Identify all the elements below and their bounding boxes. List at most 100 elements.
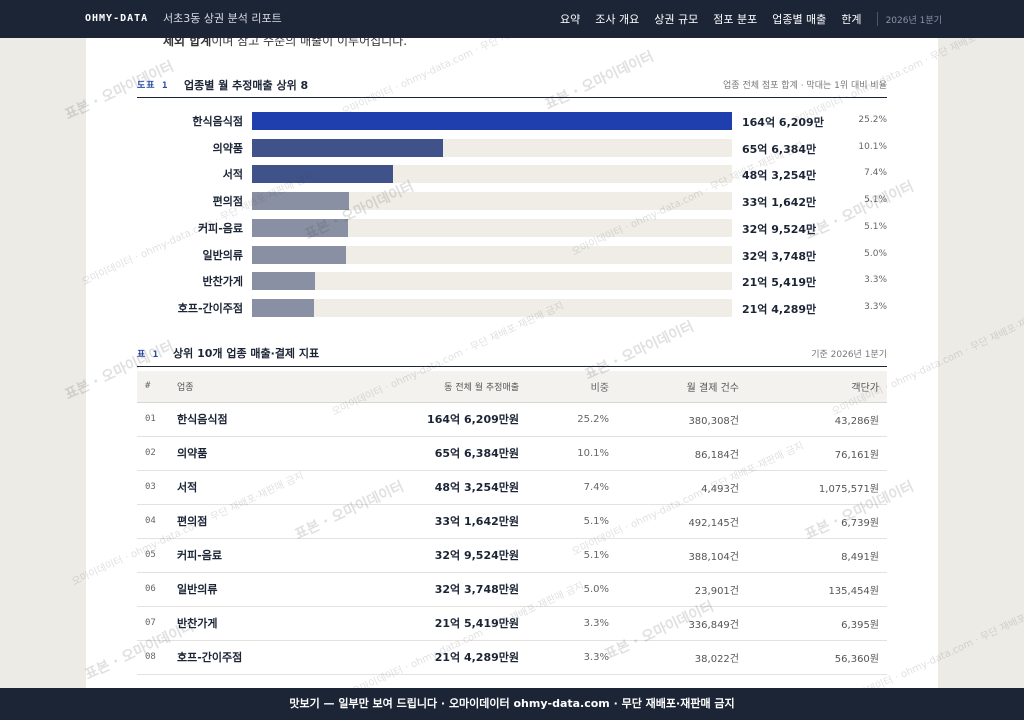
cell-rank: 04 bbox=[137, 504, 169, 539]
bar-share-label: 5.1% bbox=[864, 221, 887, 232]
bar-category-label: 반찬가게 bbox=[202, 275, 243, 289]
bar-share-label: 5.1% bbox=[864, 195, 887, 206]
cell-avg-ticket: 43,286원 bbox=[747, 402, 887, 437]
figure-header: 도표 1 업종별 월 추정매출 상위 8 업종 전체 점포 합계 · 막대는 1… bbox=[137, 78, 887, 98]
report-title: 서초3동 상권 분석 리포트 bbox=[163, 12, 282, 25]
col-share: 비중 bbox=[527, 371, 617, 403]
bar-track bbox=[252, 165, 732, 184]
nav-sales-by-industry[interactable]: 업종별 매출 bbox=[772, 13, 827, 26]
bar-share-label: 3.3% bbox=[864, 301, 887, 312]
bar-category-label: 편의점 bbox=[212, 195, 243, 209]
bar-value-label: 32억 9,524만 bbox=[742, 222, 817, 236]
cell-payment-count: 86,184건 bbox=[617, 436, 747, 471]
col-avg-ticket: 객단가 bbox=[747, 371, 887, 403]
report-page: 제외 합계이며 참고 수준의 매출이 이루어집니다. 도표 1 업종별 월 추정… bbox=[86, 38, 938, 690]
bar bbox=[252, 165, 393, 184]
bar-category-label: 서적 bbox=[222, 168, 243, 182]
table-row: 07 반찬가게 21억 5,419만원 3.3% 336,849건 6,395원 bbox=[137, 606, 887, 641]
bar-category-label: 의약품 bbox=[212, 141, 243, 155]
cell-industry: 호프-간이주점 bbox=[169, 640, 329, 675]
bar bbox=[252, 112, 732, 130]
table-note: 기준 2026년 1분기 bbox=[811, 350, 887, 360]
cell-share: 25.2% bbox=[527, 402, 617, 437]
bar-value-label: 65억 6,384만 bbox=[742, 142, 817, 156]
bar-track bbox=[252, 192, 732, 211]
cell-payment-count: 336,849건 bbox=[617, 606, 747, 641]
bar-value-label: 32억 3,748만 bbox=[742, 249, 817, 263]
bar-share-label: 5.0% bbox=[864, 248, 887, 259]
bar-track bbox=[252, 245, 732, 264]
intro-text: 제외 합계이며 참고 수준의 매출이 이루어집니다. bbox=[163, 38, 407, 49]
nav-divider bbox=[876, 12, 878, 26]
col-rank: # bbox=[137, 371, 169, 403]
bar-row: 편의점 33억 1,642만 5.1% bbox=[86, 191, 938, 211]
nav-survey-overview[interactable]: 조사 개요 bbox=[595, 13, 640, 26]
cell-avg-ticket: 6,395원 bbox=[747, 606, 887, 641]
cell-rank: 08 bbox=[137, 640, 169, 675]
figure-note: 업종 전체 점포 합계 · 막대는 1위 대비 비율 bbox=[723, 81, 887, 91]
cell-payment-count: 388,104건 bbox=[617, 538, 747, 573]
bar-category-label: 한식음식점 bbox=[192, 115, 243, 128]
bar-value-label: 33억 1,642만 bbox=[742, 196, 817, 210]
table-row: 03 서적 48억 3,254만원 7.4% 4,493건 1,075,571원 bbox=[137, 470, 887, 505]
table-title: 상위 10개 업종 매출·결제 지표 bbox=[173, 347, 320, 360]
cell-industry: 한식음식점 bbox=[169, 402, 329, 437]
cell-monthly-sales: 164억 6,209만원 bbox=[329, 402, 527, 437]
cell-avg-ticket: 76,161원 bbox=[747, 436, 887, 471]
bar-value-label: 164억 6,209만 bbox=[742, 116, 824, 129]
table-row: 06 일반의류 32억 3,748만원 5.0% 23,901건 135,454원 bbox=[137, 572, 887, 607]
cell-monthly-sales: 65억 6,384만원 bbox=[329, 436, 527, 471]
cell-rank: 07 bbox=[137, 606, 169, 641]
bar-track bbox=[252, 112, 732, 130]
cell-industry: 의약품 bbox=[169, 436, 329, 471]
brand-logo[interactable]: OHMY-DATA bbox=[85, 13, 149, 24]
cell-payment-count: 492,145건 bbox=[617, 504, 747, 539]
cell-avg-ticket: 135,454원 bbox=[747, 572, 887, 607]
nav-limitations[interactable]: 한계 bbox=[841, 13, 862, 26]
cell-payment-count: 4,493건 bbox=[617, 470, 747, 505]
cell-avg-ticket: 1,075,571원 bbox=[747, 470, 887, 505]
cell-rank: 03 bbox=[137, 470, 169, 505]
bar-value-label: 21억 4,289만 bbox=[742, 302, 817, 316]
table-header: 표 1 상위 10개 업종 매출·결제 지표 기준 2026년 1분기 bbox=[137, 345, 887, 367]
bar-row: 호프-간이주점 21억 4,289만 3.3% bbox=[86, 298, 938, 318]
bar-category-label: 커피-음료 bbox=[197, 221, 243, 235]
table-row: 08 호프-간이주점 21억 4,289만원 3.3% 38,022건 56,360원 bbox=[137, 640, 887, 675]
bar bbox=[252, 245, 347, 264]
preview-banner: 맛보기 — 일부만 보여 드립니다 · 오마이데이터 ohmy-data.com… bbox=[0, 688, 1024, 720]
nav-store-distribution[interactable]: 점포 분포 bbox=[713, 13, 758, 26]
cell-payment-count: 380,308건 bbox=[617, 402, 747, 437]
sales-bar-chart: 한식음식점 164억 6,209만 25.2% 의약품 65억 6,384만 10.1% 서… bbox=[86, 111, 938, 331]
industry-metrics-table: # 업종 동 전체 월 추정매출 비중 월 결제 건수 객단가 01 한식음식점 1… bbox=[137, 371, 887, 675]
bar bbox=[252, 298, 315, 317]
cell-avg-ticket: 56,360원 bbox=[747, 640, 887, 675]
main-nav: 요약 조사 개요 상권 규모 점포 분포 업종별 매출 한계 2026년 1분기 bbox=[560, 0, 942, 38]
bar bbox=[252, 138, 444, 157]
nav-summary[interactable]: 요약 bbox=[560, 13, 581, 26]
cell-industry: 서적 bbox=[169, 470, 329, 505]
col-industry: 업종 bbox=[169, 371, 329, 403]
cell-industry: 편의점 bbox=[169, 504, 329, 539]
bar-row: 한식음식점 164억 6,209만 25.2% bbox=[86, 111, 938, 131]
bar-row: 커피-음료 32억 9,524만 5.1% bbox=[86, 218, 938, 238]
bar-share-label: 7.4% bbox=[864, 168, 887, 179]
cell-monthly-sales: 32억 9,524만원 bbox=[329, 538, 527, 573]
cell-industry: 커피-음료 bbox=[169, 538, 329, 573]
bar-share-label: 3.3% bbox=[864, 275, 887, 286]
cell-share: 3.3% bbox=[527, 606, 617, 641]
col-payment-count: 월 결제 건수 bbox=[617, 371, 747, 403]
bar-track bbox=[252, 298, 732, 317]
bar-track bbox=[252, 138, 732, 157]
cell-share: 5.0% bbox=[527, 572, 617, 607]
nav-market-size[interactable]: 상권 규모 bbox=[654, 13, 699, 26]
table-tag: 표 1 bbox=[137, 350, 160, 360]
col-monthly-sales: 동 전체 월 추정매출 bbox=[329, 371, 527, 403]
cell-share: 10.1% bbox=[527, 436, 617, 471]
intro-bold: 제외 합계 bbox=[163, 38, 212, 48]
cell-payment-count: 38,022건 bbox=[617, 640, 747, 675]
figure-title: 업종별 월 추정매출 상위 8 bbox=[184, 79, 309, 92]
bar-category-label: 일반의류 bbox=[202, 248, 243, 262]
bar-track bbox=[252, 218, 732, 237]
cell-monthly-sales: 21억 5,419만원 bbox=[329, 606, 527, 641]
top-navigation-bar: OHMY-DATA 서초3동 상권 분석 리포트 요약 조사 개요 상권 규모 … bbox=[0, 0, 1024, 38]
